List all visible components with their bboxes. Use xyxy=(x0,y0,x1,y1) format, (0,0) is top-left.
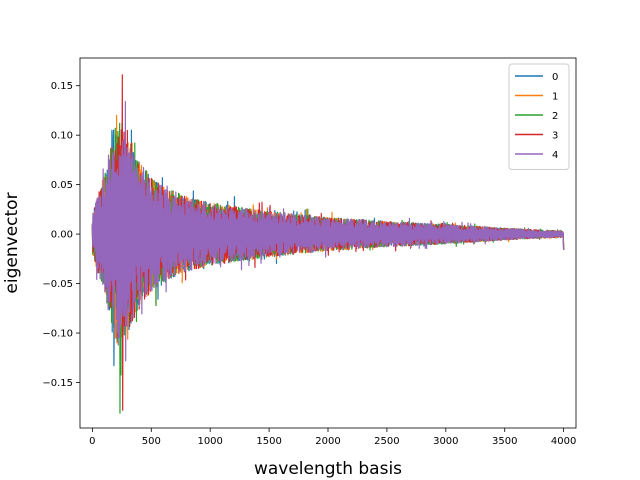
legend-label: 1 xyxy=(552,92,558,103)
x-tick-label: 4000 xyxy=(551,436,576,447)
x-tick-label: 1500 xyxy=(256,436,281,447)
legend-label: 2 xyxy=(552,111,558,122)
x-tick-label: 3500 xyxy=(492,436,517,447)
x-axis-title: wavelength basis xyxy=(254,459,402,479)
series-layer xyxy=(91,74,565,414)
y-tick-label: −0.15 xyxy=(42,378,73,389)
x-tick-label: 500 xyxy=(142,436,161,447)
legend-label: 3 xyxy=(552,131,558,142)
y-tick-label: 0.10 xyxy=(51,131,73,142)
legend-label: 4 xyxy=(552,150,558,161)
legend: 0 1 2 3 4 xyxy=(508,63,570,170)
x-axis-ticks: 0 500 1000 1500 2000 2500 3000 3500 4000 xyxy=(89,428,576,447)
y-tick-label: −0.10 xyxy=(42,329,73,340)
y-axis-ticks: −0.15 −0.10 −0.05 0.00 0.05 0.10 0.15 xyxy=(42,81,80,389)
y-tick-label: 0.05 xyxy=(51,180,73,191)
x-tick-label: 1000 xyxy=(197,436,222,447)
legend-box xyxy=(508,63,570,170)
x-tick-label: 2500 xyxy=(374,436,399,447)
y-axis-title: eigenvector xyxy=(2,192,22,293)
series-line-4 xyxy=(91,100,565,362)
y-tick-label: 0.15 xyxy=(51,81,73,92)
x-tick-label: 3000 xyxy=(433,436,458,447)
y-tick-label: 0.00 xyxy=(51,230,73,241)
legend-label: 0 xyxy=(552,72,558,83)
x-tick-label: 2000 xyxy=(315,436,340,447)
y-tick-label: −0.05 xyxy=(42,279,73,290)
x-tick-label: 0 xyxy=(89,436,95,447)
